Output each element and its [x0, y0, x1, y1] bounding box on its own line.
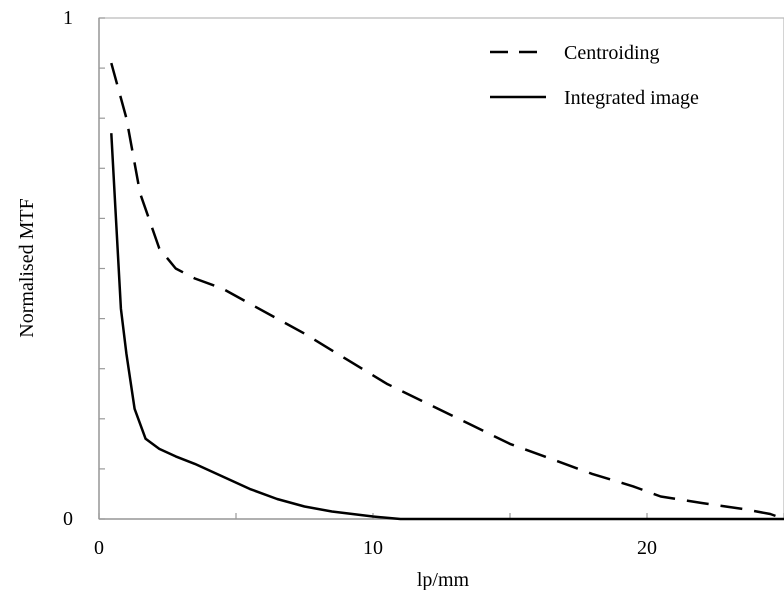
- legend-label-integrated-image: Integrated image: [564, 87, 699, 109]
- series-line-centroiding: [110, 62, 784, 521]
- x-tick-label: 10: [363, 537, 383, 559]
- legend: Centroiding Integrated image: [490, 42, 699, 109]
- x-tick-label: 20: [637, 537, 657, 559]
- y-axis-label: Normalised MTF: [16, 198, 38, 337]
- x-tick-label: 0: [94, 537, 104, 559]
- legend-label-centroiding: Centroiding: [564, 42, 660, 64]
- y-tick-label: 1: [63, 7, 73, 29]
- series-layer: [110, 62, 784, 521]
- series-line-integrated-image: [110, 133, 784, 521]
- y-tick-label: 0: [63, 508, 73, 530]
- x-axis-label: lp/mm: [417, 569, 470, 590]
